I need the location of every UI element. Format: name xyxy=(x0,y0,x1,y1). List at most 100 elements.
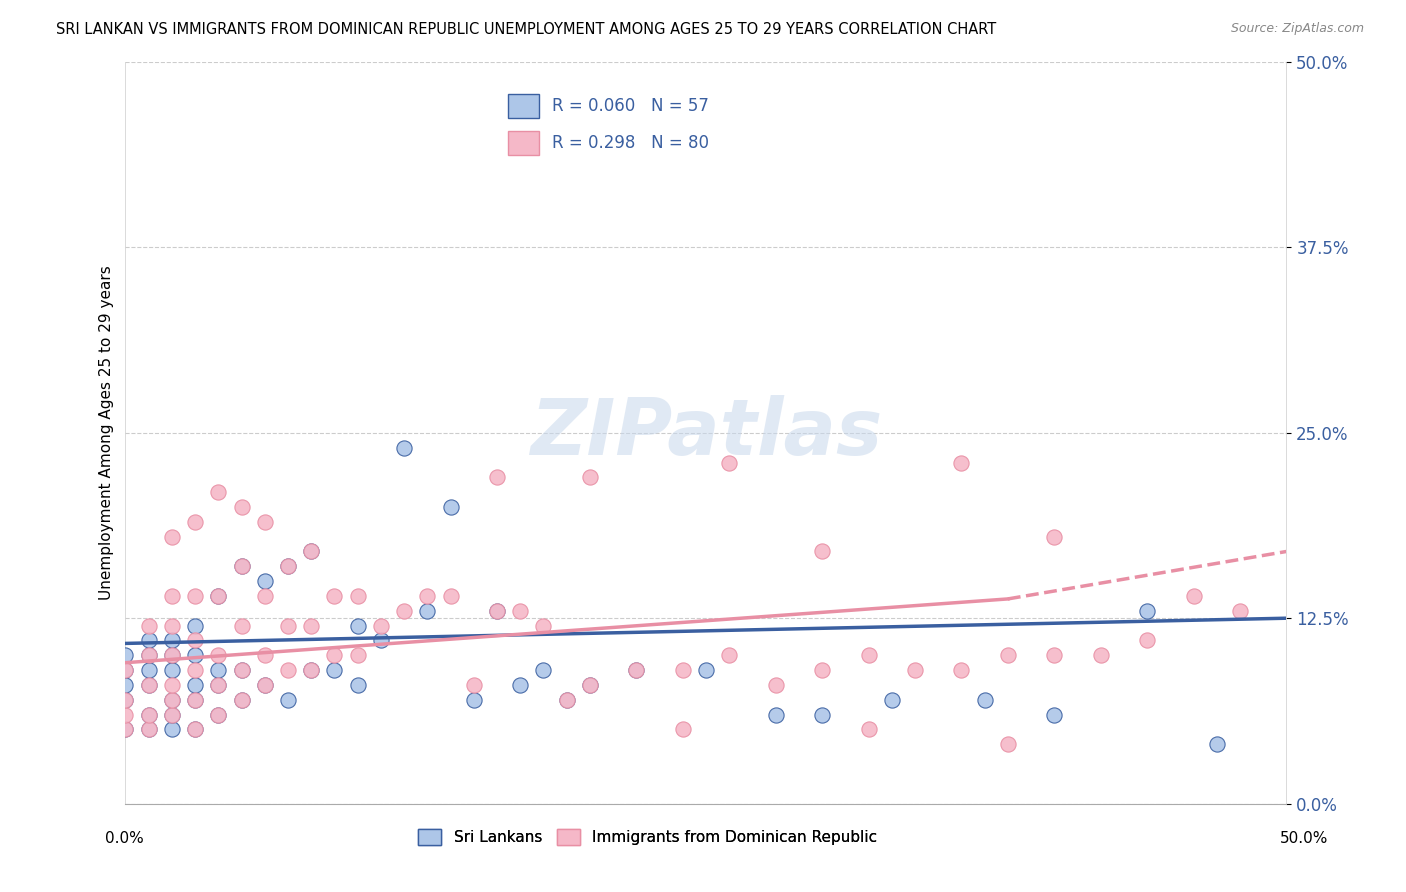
Point xyxy=(138,723,160,737)
Bar xyxy=(509,131,540,155)
Point xyxy=(253,574,276,588)
Point xyxy=(138,648,160,663)
Point xyxy=(626,663,648,677)
Point xyxy=(184,618,207,632)
Point xyxy=(160,692,183,706)
Point xyxy=(416,589,439,603)
Point xyxy=(160,723,183,737)
Text: 0.0%: 0.0% xyxy=(105,831,145,846)
Point xyxy=(160,707,183,722)
Point xyxy=(370,633,392,648)
Bar xyxy=(509,95,540,119)
Point xyxy=(160,707,183,722)
Point xyxy=(184,589,207,603)
Point xyxy=(299,544,322,558)
Y-axis label: Unemployment Among Ages 25 to 29 years: Unemployment Among Ages 25 to 29 years xyxy=(100,266,114,600)
Point xyxy=(138,707,160,722)
Point xyxy=(579,678,602,692)
Point xyxy=(533,618,555,632)
Point xyxy=(299,544,322,558)
Point xyxy=(160,663,183,677)
Point xyxy=(231,618,253,632)
Point xyxy=(392,604,415,618)
Point xyxy=(299,663,322,677)
Text: 50.0%: 50.0% xyxy=(1281,831,1329,846)
Point xyxy=(207,707,229,722)
Point xyxy=(231,663,253,677)
Point xyxy=(695,663,717,677)
Point xyxy=(160,633,183,648)
Point xyxy=(114,648,136,663)
Point xyxy=(672,663,695,677)
Point xyxy=(416,604,439,618)
Point xyxy=(299,663,322,677)
Point xyxy=(485,604,508,618)
Point xyxy=(277,663,299,677)
Point xyxy=(114,723,136,737)
Point xyxy=(323,648,346,663)
Point xyxy=(950,663,973,677)
Point xyxy=(346,589,368,603)
Point xyxy=(114,678,136,692)
Point xyxy=(160,648,183,663)
Point xyxy=(207,707,229,722)
Point xyxy=(207,663,229,677)
Point xyxy=(626,663,648,677)
Point xyxy=(997,737,1019,751)
Point xyxy=(672,723,695,737)
Point xyxy=(555,692,578,706)
Point xyxy=(231,692,253,706)
Point xyxy=(765,678,787,692)
Text: R = 0.298   N = 80: R = 0.298 N = 80 xyxy=(551,135,709,153)
Point xyxy=(880,692,903,706)
Point xyxy=(439,589,461,603)
Point xyxy=(138,707,160,722)
Point xyxy=(114,663,136,677)
Point xyxy=(950,456,973,470)
Point xyxy=(1136,633,1159,648)
Text: R = 0.060   N = 57: R = 0.060 N = 57 xyxy=(551,97,709,115)
Point xyxy=(1205,737,1227,751)
Point xyxy=(207,589,229,603)
Point xyxy=(277,559,299,574)
Point xyxy=(184,648,207,663)
Point xyxy=(973,692,995,706)
Point xyxy=(184,678,207,692)
Point xyxy=(114,663,136,677)
Text: SRI LANKAN VS IMMIGRANTS FROM DOMINICAN REPUBLIC UNEMPLOYMENT AMONG AGES 25 TO 2: SRI LANKAN VS IMMIGRANTS FROM DOMINICAN … xyxy=(56,22,997,37)
Point xyxy=(231,663,253,677)
Point xyxy=(463,678,485,692)
Point xyxy=(184,515,207,529)
Point xyxy=(463,692,485,706)
Point xyxy=(718,456,741,470)
Point xyxy=(1136,604,1159,618)
Point xyxy=(114,692,136,706)
Point xyxy=(346,678,368,692)
Point xyxy=(485,604,508,618)
Point xyxy=(277,618,299,632)
Point xyxy=(207,589,229,603)
Point xyxy=(231,559,253,574)
Point xyxy=(253,589,276,603)
Point xyxy=(1229,604,1251,618)
Point xyxy=(160,678,183,692)
Point xyxy=(231,500,253,514)
Point xyxy=(765,707,787,722)
Point xyxy=(370,618,392,632)
Point xyxy=(1043,530,1066,544)
Point xyxy=(253,678,276,692)
Point xyxy=(114,723,136,737)
Point xyxy=(207,485,229,500)
Point xyxy=(904,663,927,677)
Point xyxy=(811,544,834,558)
Point xyxy=(253,648,276,663)
Point xyxy=(160,530,183,544)
Point xyxy=(555,692,578,706)
Point xyxy=(277,692,299,706)
Point xyxy=(858,648,880,663)
Point xyxy=(579,470,602,484)
Point xyxy=(858,723,880,737)
Point xyxy=(323,589,346,603)
Point xyxy=(231,559,253,574)
Point xyxy=(184,633,207,648)
